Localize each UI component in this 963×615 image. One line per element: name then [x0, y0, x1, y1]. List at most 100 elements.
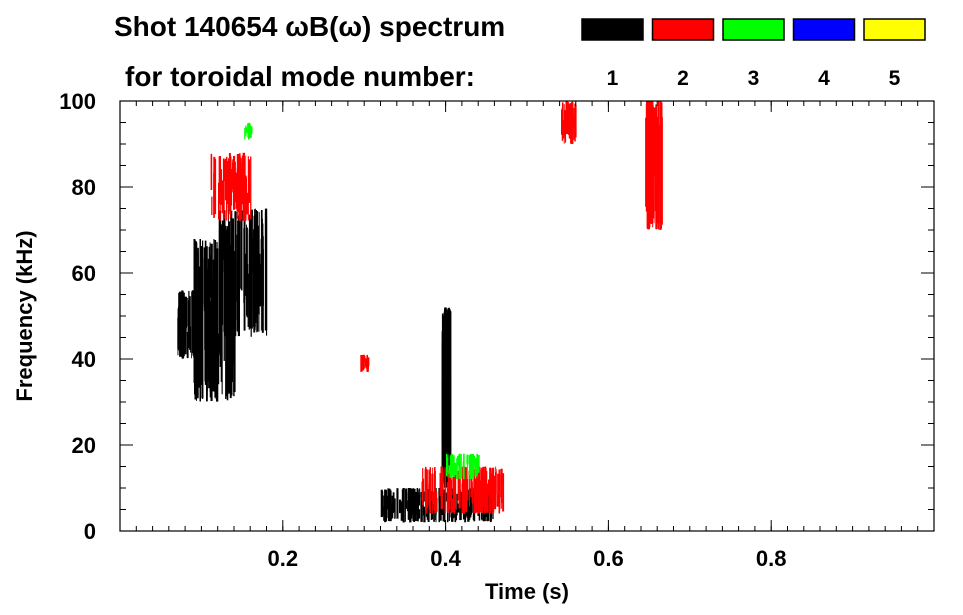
spectral-streak: [478, 467, 481, 513]
spectral-streak: [441, 472, 444, 494]
spectral-streak: [193, 239, 196, 383]
spectral-streak: [227, 300, 230, 393]
spectral-streak: [208, 246, 210, 335]
spectral-streak: [470, 494, 472, 514]
spectral-streak: [492, 467, 495, 513]
spectral-streak: [410, 495, 413, 519]
spectral-streak: [573, 122, 575, 140]
spectral-streak: [391, 495, 394, 519]
spectral-streak: [413, 488, 416, 515]
spectral-streak: [474, 478, 477, 514]
spectral-streak: [387, 488, 389, 519]
spectral-streak: [243, 227, 246, 300]
spectral-streak: [451, 498, 454, 513]
spectral-streak: [563, 110, 566, 135]
x-tick-label: 0.8: [756, 546, 787, 571]
spectral-streak: [444, 467, 446, 514]
spectral-streak: [488, 479, 490, 494]
spectral-streak: [251, 209, 253, 329]
spectral-streak: [568, 111, 570, 135]
spectral-streak: [449, 467, 452, 501]
spectral-streak: [449, 481, 451, 513]
mode-2-high-0.65s: [645, 101, 663, 230]
spectral-streak: [186, 332, 189, 359]
spectral-streak: [502, 473, 505, 512]
spectral-streak: [182, 307, 185, 331]
spectral-streak: [241, 169, 244, 205]
spectral-streak: [425, 473, 427, 498]
spectral-streak: [446, 390, 449, 456]
spectral-streak: [574, 114, 576, 137]
y-tick-label: 60: [72, 261, 96, 286]
spectral-streak: [439, 472, 441, 497]
spectral-streak: [231, 227, 233, 325]
spectral-streak: [190, 326, 192, 353]
spectral-streak: [470, 469, 473, 497]
spectral-streak: [400, 501, 403, 521]
spectral-streak: [414, 492, 417, 521]
spectral-streak: [448, 473, 450, 507]
mode-2-blob-0.3s: [360, 354, 370, 372]
spectral-streak: [430, 506, 434, 520]
spectral-streak: [422, 491, 425, 502]
mode-2-arc-low: [421, 466, 505, 514]
spectral-streak: [451, 456, 453, 480]
spectral-streak: [401, 489, 403, 500]
spectral-streak: [449, 457, 452, 471]
spectral-streak: [232, 277, 235, 321]
spectral-streak: [447, 454, 449, 478]
spectral-streak: [245, 175, 247, 203]
spectral-streak: [192, 292, 194, 356]
spectral-streak: [483, 474, 486, 512]
spectral-streak: [490, 473, 492, 498]
spectral-streak: [179, 291, 183, 322]
spectral-streak: [211, 196, 213, 215]
spectral-streak: [228, 221, 231, 301]
spectral-streak: [405, 488, 408, 509]
spectral-streak: [473, 455, 475, 464]
spectral-streak: [456, 493, 458, 516]
spectral-streak: [236, 259, 238, 321]
spectral-streak: [435, 491, 438, 513]
spectral-streak: [424, 468, 427, 502]
spectral-streak: [657, 166, 659, 205]
y-tick-label: 20: [72, 433, 96, 458]
spectral-streak: [491, 468, 493, 512]
spectral-streak: [255, 272, 258, 317]
legend-label-4: 4: [818, 67, 830, 90]
spectral-streak: [458, 453, 461, 480]
spectral-streak: [236, 173, 239, 212]
spectral-streak: [383, 495, 385, 521]
spectral-streak: [248, 165, 251, 193]
mode-2-high-0.55s: [561, 101, 577, 144]
spectral-streak: [198, 273, 200, 388]
spectral-streak: [442, 315, 445, 472]
spectral-streak: [231, 169, 233, 206]
spectral-streak: [653, 107, 656, 177]
spectral-streak: [418, 509, 421, 519]
spectral-streak: [452, 477, 454, 495]
spectral-streak: [469, 499, 471, 513]
spectral-streak: [458, 454, 460, 479]
spectral-streak: [388, 493, 391, 520]
spectral-streak: [233, 258, 235, 397]
spectral-streak: [244, 127, 246, 140]
spectral-streak: [392, 492, 395, 512]
spectral-streak: [468, 454, 472, 476]
spectral-streak: [497, 473, 499, 505]
y-tick-label: 80: [72, 175, 96, 200]
spectral-streak: [466, 470, 469, 501]
spectral-streak: [212, 280, 214, 391]
spectral-streak: [568, 105, 571, 139]
spectral-streak: [651, 101, 654, 191]
spectral-streak: [247, 273, 249, 327]
spectral-streak: [426, 503, 429, 520]
spectral-streak: [230, 213, 232, 336]
spectral-streak: [433, 467, 436, 511]
x-tick-label: 0.6: [593, 546, 624, 571]
spectral-streak: [659, 135, 662, 201]
spectral-streak: [249, 257, 251, 312]
spectral-streak: [179, 292, 181, 325]
spectral-streak: [473, 468, 476, 509]
